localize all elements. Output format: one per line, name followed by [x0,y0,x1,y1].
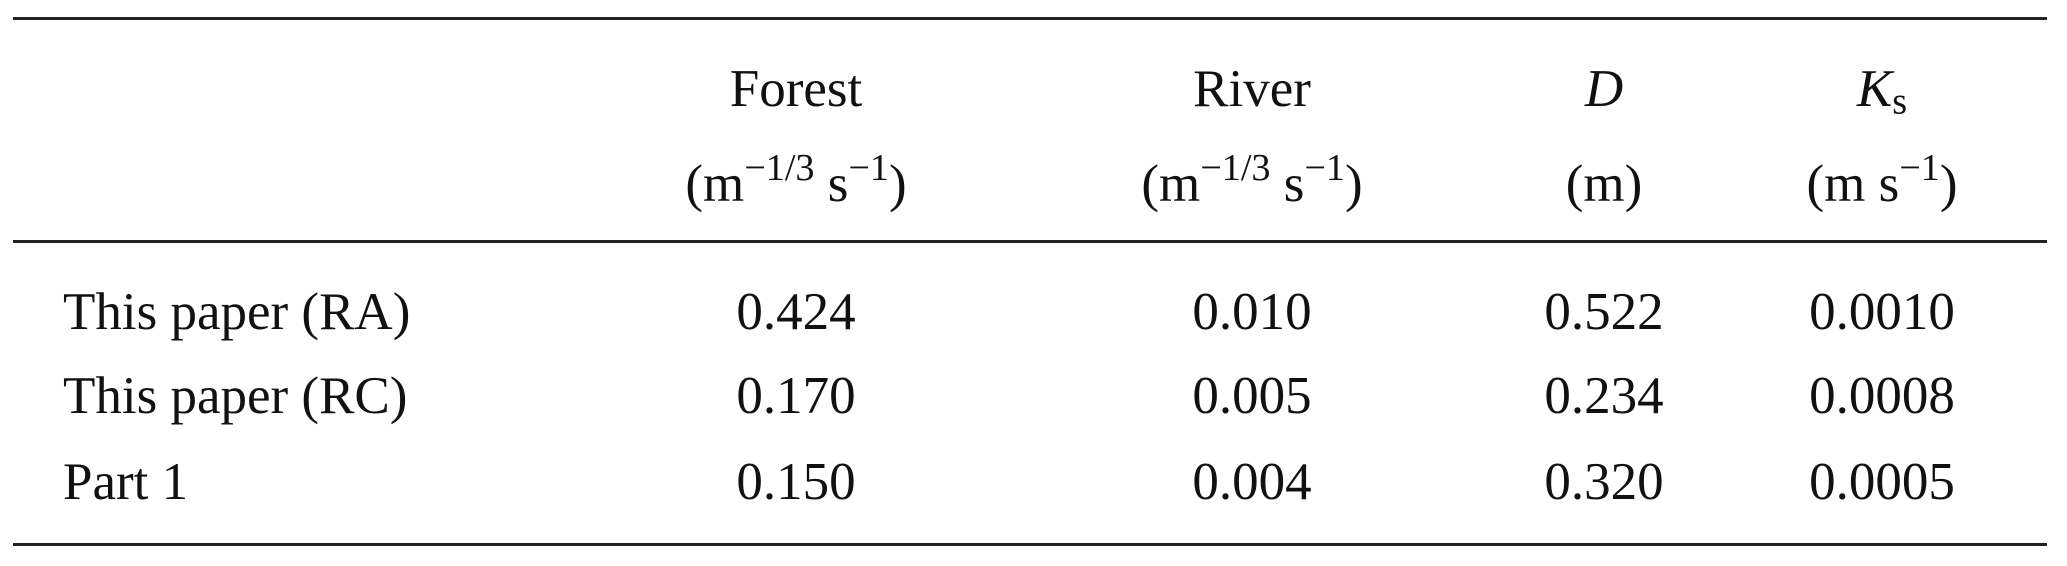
column-name-text: K [1856,60,1893,118]
column-unit: (m) [1566,158,1643,211]
unit-superscript: −1 [848,147,889,190]
unit-superscript: −1 [1899,147,1940,190]
unit-text: s [814,155,849,213]
column-unit: (m−1/3 s−1) [1141,149,1363,213]
unit-text: ) [889,155,907,213]
column-name-text: Forest [729,60,863,118]
column-name-subscript: s [1892,80,1908,123]
cell-value: 0.0005 [1809,453,1955,511]
cell-value: 0.0010 [1809,283,1955,341]
cell-value: 0.320 [1544,453,1664,511]
cell-value: 0.0008 [1809,367,1955,425]
column-name-text: D [1584,60,1624,118]
unit-superscript: −1/3 [1200,147,1271,190]
cell-value: 0.522 [1544,283,1664,341]
column-name: Ks [1856,60,1907,121]
unit-text: ) [1939,155,1958,213]
unit-text: (m) [1565,155,1643,213]
unit-text: (m s [1806,155,1900,213]
column-name: Forest [730,63,863,116]
cell-value: 0.424 [736,283,856,341]
mid-rule [13,240,2047,243]
cell-value: 0.234 [1544,367,1664,425]
cell-value: 0.010 [1192,283,1312,341]
unit-superscript: −1 [1304,147,1345,190]
unit-text: s [1270,155,1305,213]
cell-value: 0.170 [736,367,856,425]
cell-value: 0.005 [1192,367,1312,425]
unit-superscript: −1/3 [744,147,815,190]
column-unit: (m s−1) [1806,149,1958,213]
unit-text: ) [1345,155,1363,213]
unit-text: (m [685,155,745,213]
top-rule [13,17,2047,20]
column-name-text: River [1193,60,1311,118]
column-name: D [1585,63,1623,116]
row-label: This paper (RA) [63,283,411,341]
cell-value: 0.150 [736,453,856,511]
row-label: Part 1 [63,453,189,511]
column-name: River [1193,63,1311,116]
row-label: This paper (RC) [63,367,408,425]
cell-value: 0.004 [1192,453,1312,511]
unit-text: (m [1141,155,1201,213]
bottom-rule [13,543,2047,546]
column-unit: (m−1/3 s−1) [685,149,907,213]
